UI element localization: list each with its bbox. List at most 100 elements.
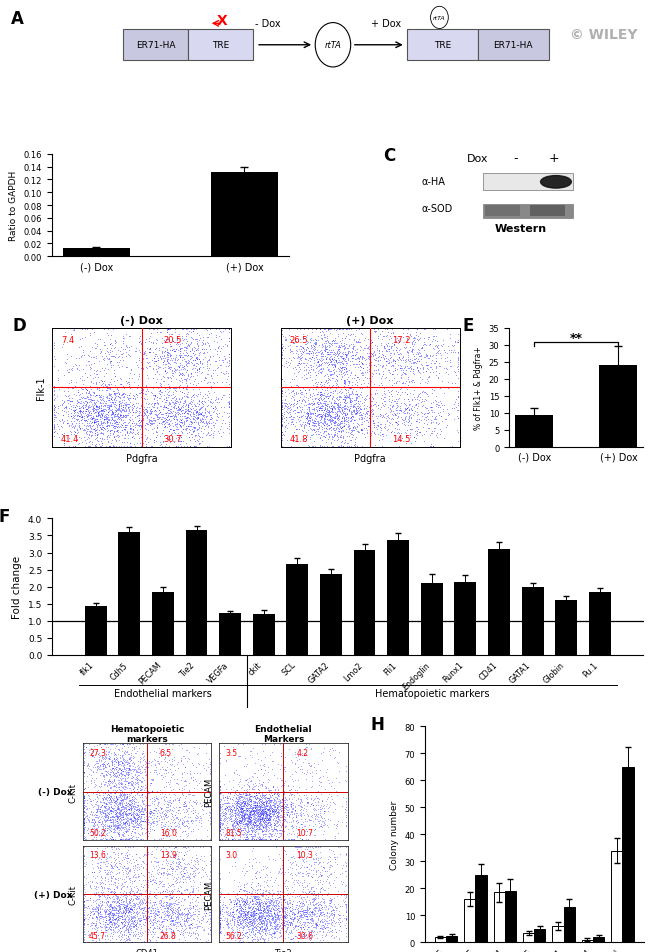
Point (111, 793, 121, 808)
Point (277, 413, 287, 428)
Point (319, 906, 330, 922)
Point (333, 914, 343, 929)
Point (170, 363, 180, 378)
Point (138, 909, 148, 924)
Point (235, 816, 245, 831)
Point (246, 899, 257, 914)
Point (136, 418, 146, 433)
Point (227, 823, 238, 839)
Point (294, 808, 305, 823)
Point (277, 347, 287, 363)
Point (263, 911, 273, 926)
Point (190, 863, 200, 878)
Point (107, 934, 117, 949)
Point (272, 832, 282, 847)
Point (157, 849, 167, 864)
Point (258, 787, 268, 803)
Point (334, 367, 345, 382)
Point (276, 895, 287, 910)
Point (167, 868, 177, 883)
Point (317, 402, 327, 417)
Point (260, 819, 270, 834)
Point (131, 396, 142, 411)
Point (187, 901, 197, 916)
Point (229, 803, 239, 818)
Point (112, 389, 123, 405)
Point (347, 354, 358, 369)
Point (292, 913, 302, 928)
Point (244, 797, 255, 812)
Point (257, 905, 268, 921)
Point (131, 888, 142, 903)
Point (261, 904, 271, 920)
Point (113, 907, 124, 922)
Point (146, 385, 157, 400)
Point (264, 896, 274, 911)
Point (144, 396, 154, 411)
Point (122, 426, 132, 441)
Point (205, 789, 215, 804)
Point (116, 896, 126, 911)
Point (138, 797, 149, 812)
Point (243, 786, 254, 802)
Point (93, 902, 103, 917)
Point (95, 857, 105, 872)
Point (306, 813, 316, 828)
Point (250, 795, 261, 810)
Point (307, 427, 317, 443)
Point (112, 889, 122, 904)
Point (134, 849, 144, 864)
Point (311, 798, 321, 813)
Point (142, 899, 152, 914)
Point (226, 800, 236, 815)
Point (99, 800, 110, 815)
Point (421, 338, 431, 353)
Point (153, 861, 163, 876)
Point (179, 348, 189, 364)
Point (297, 876, 307, 891)
Point (326, 409, 336, 425)
Point (95, 916, 105, 931)
Point (101, 849, 111, 864)
Point (86, 864, 97, 880)
Point (211, 322, 222, 337)
Point (398, 417, 409, 432)
Point (168, 412, 179, 427)
Point (232, 798, 242, 813)
Point (326, 843, 337, 858)
Point (166, 929, 177, 944)
Point (161, 806, 172, 822)
Point (318, 416, 329, 431)
Point (159, 797, 169, 812)
Point (105, 398, 115, 413)
Point (347, 351, 358, 367)
Point (273, 934, 283, 949)
Point (257, 894, 267, 909)
Point (363, 351, 374, 367)
Point (149, 920, 159, 935)
Point (116, 793, 126, 808)
Point (359, 402, 369, 417)
Point (321, 399, 332, 414)
Point (369, 397, 379, 412)
Point (114, 911, 125, 926)
Point (233, 737, 244, 752)
Point (396, 426, 406, 441)
Point (294, 780, 304, 795)
Point (249, 912, 259, 927)
Point (246, 894, 257, 909)
Point (139, 912, 150, 927)
Point (175, 337, 185, 352)
Point (129, 902, 139, 917)
Point (324, 411, 334, 426)
Point (324, 404, 334, 419)
Point (350, 401, 361, 416)
Point (328, 333, 338, 348)
Point (312, 379, 322, 394)
Point (106, 794, 116, 809)
Point (228, 904, 239, 920)
Point (292, 918, 303, 933)
Point (166, 902, 176, 918)
Point (289, 905, 299, 921)
Point (295, 903, 306, 919)
